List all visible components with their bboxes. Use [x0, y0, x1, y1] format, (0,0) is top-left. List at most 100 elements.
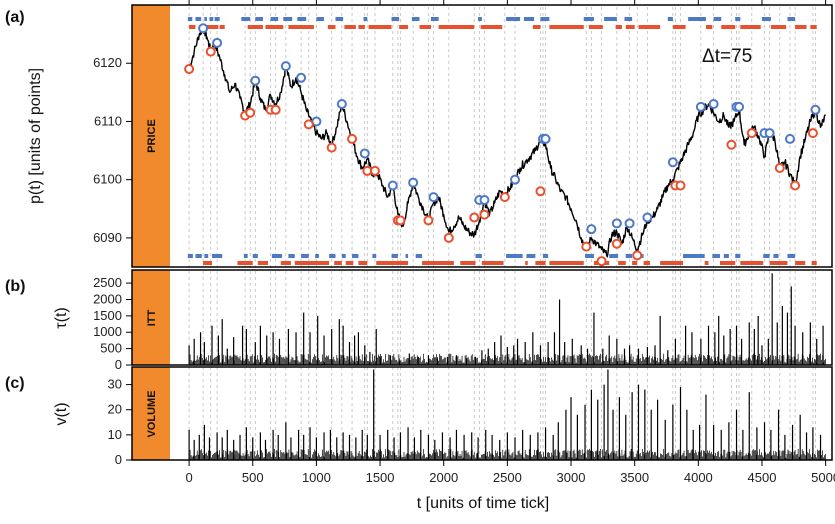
price-y-axis-title: p(t) [units of points] — [27, 68, 44, 204]
peak-marker — [198, 23, 209, 34]
regime-bars — [187, 17, 817, 265]
peak-marker — [336, 98, 347, 109]
price-y-ticks: 6090 6100 6110 6120 — [93, 55, 132, 245]
trough-marker — [774, 163, 785, 174]
y-tick-label: 2000 — [93, 291, 122, 306]
trough-marker — [535, 186, 546, 197]
volume-frame — [131, 366, 833, 461]
peak-marker — [212, 37, 223, 48]
y-tick-label: 30 — [108, 377, 122, 392]
trough-marker — [675, 180, 686, 191]
trough-marker — [469, 212, 480, 223]
panel-c-letter: (c) — [5, 375, 25, 392]
trough-marker — [581, 241, 592, 252]
trough-marker — [303, 119, 314, 130]
trough-marker — [611, 238, 622, 249]
panel-a-letter: (a) — [5, 9, 25, 26]
volume-strip-label: VOLUME — [146, 390, 158, 437]
x-tick-label: 1000 — [302, 470, 331, 485]
extrema-markers — [184, 23, 821, 267]
trough-marker — [245, 107, 256, 118]
x-tick-label: 2500 — [493, 470, 522, 485]
peak-marker — [428, 192, 439, 203]
y-tick-label: 6110 — [94, 113, 122, 128]
panel-b-letter: (b) — [5, 278, 25, 295]
trough-marker — [746, 128, 757, 139]
volume-y-ticks: 0 10 20 30 — [108, 377, 132, 467]
trough-marker — [184, 64, 195, 75]
itt-strip — [132, 270, 170, 365]
price-strip — [132, 5, 170, 267]
trough-marker — [499, 192, 510, 203]
x-tick-label: 3000 — [557, 470, 586, 485]
y-tick-label: 2500 — [93, 275, 122, 290]
peak-marker — [586, 224, 597, 235]
y-tick-label: 6090 — [93, 230, 122, 245]
trough-marker — [205, 46, 216, 57]
vertical-dashed-lines — [188, 7, 816, 458]
itt-y-axis-title: τ(t) — [53, 307, 70, 328]
trough-marker — [726, 139, 737, 150]
volume-y-axis-title: v(t) — [53, 402, 70, 425]
trough-marker — [270, 104, 281, 115]
peak-marker — [387, 180, 398, 191]
price-strip-label: PRICE — [146, 119, 158, 153]
itt-strip-label: ITT — [146, 309, 158, 326]
trough-marker — [395, 215, 406, 226]
peak-marker — [784, 133, 795, 144]
trough-marker — [790, 180, 801, 191]
peak-marker — [810, 104, 821, 115]
trough-marker — [347, 133, 358, 144]
peak-marker — [708, 98, 719, 109]
peak-marker — [510, 174, 521, 185]
x-tick-label: 500 — [242, 470, 264, 485]
peak-marker — [359, 148, 370, 159]
trough-marker — [423, 215, 434, 226]
x-tick-label: 2000 — [429, 470, 458, 485]
x-axis-ticks: 0 500 1000 1500 2000 2500 3000 3500 4000 4500 5000 — [185, 0, 835, 485]
delta-t-annotation: Δt=75 — [702, 46, 752, 67]
peak-marker — [734, 101, 745, 112]
volume-strip — [132, 367, 170, 460]
x-tick-label: 4000 — [684, 470, 713, 485]
x-axis-title: t [units of time tick] — [417, 495, 549, 512]
itt-frame — [131, 269, 833, 366]
peak-marker — [667, 157, 678, 168]
peak-marker — [408, 177, 419, 188]
peak-marker — [540, 133, 551, 144]
trough-marker — [369, 165, 380, 176]
x-tick-label: 3500 — [620, 470, 649, 485]
y-tick-label: 500 — [100, 341, 122, 356]
volume-spikes — [188, 369, 826, 460]
peak-marker — [764, 128, 775, 139]
trough-marker — [596, 256, 607, 267]
peak-marker — [479, 195, 490, 206]
peak-marker — [280, 61, 291, 72]
y-tick-label: 20 — [108, 402, 122, 417]
y-tick-label: 1000 — [93, 324, 122, 339]
trough-marker — [326, 142, 337, 153]
peak-marker — [642, 212, 653, 223]
itt-spikes — [188, 273, 826, 365]
peak-marker — [624, 218, 635, 229]
trough-marker — [632, 250, 643, 261]
y-tick-label: 1500 — [93, 308, 122, 323]
x-tick-label: 1500 — [366, 470, 395, 485]
panel-c: (c) VOLUME v(t) 0 10 20 30 — [5, 366, 833, 467]
y-tick-label: 6100 — [93, 172, 122, 187]
y-tick-label: 6120 — [93, 55, 122, 70]
peak-marker — [695, 101, 706, 112]
y-tick-label: 0 — [115, 452, 122, 467]
y-tick-label: 10 — [108, 427, 122, 442]
y-tick-label: 0 — [115, 357, 122, 372]
trough-marker — [807, 128, 818, 139]
peak-marker — [296, 72, 307, 83]
peak-marker — [250, 75, 261, 86]
x-tick-label: 4500 — [748, 470, 777, 485]
x-tick-label: 5000 — [811, 470, 835, 485]
panel-a: (a) PRICE p(t) [units of points] Δt=75 6… — [5, 4, 833, 268]
x-tick-label: 0 — [185, 470, 192, 485]
